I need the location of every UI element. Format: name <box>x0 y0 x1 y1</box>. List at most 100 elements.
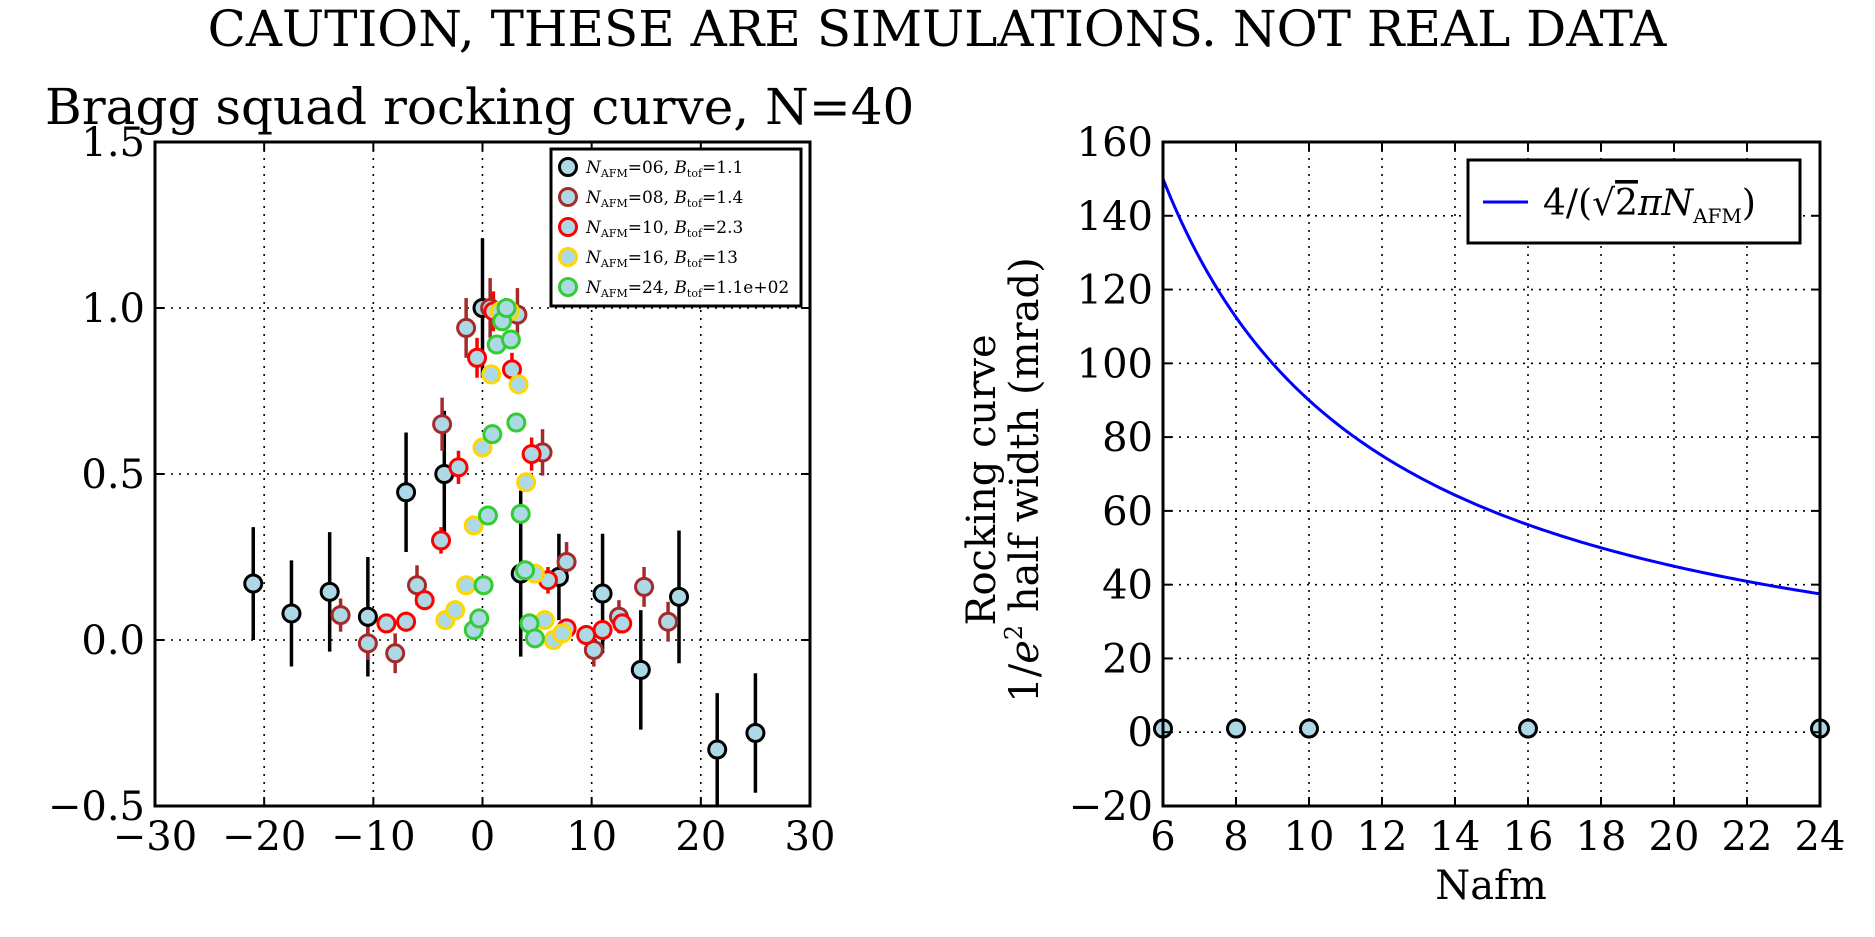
data-point <box>472 437 493 458</box>
left-axes <box>153 140 812 808</box>
right-data-points <box>1153 718 1830 739</box>
data-point <box>481 364 502 385</box>
data-point <box>431 530 452 551</box>
data-point <box>634 576 655 597</box>
legend-marker <box>558 277 578 297</box>
data-point <box>467 347 488 368</box>
data-point <box>330 605 351 626</box>
y-tick-label: 120 <box>1077 268 1153 314</box>
x-tick-label: −20 <box>222 814 306 860</box>
right-model-line <box>1161 178 1821 596</box>
data-point <box>456 575 477 596</box>
data-point <box>576 625 597 646</box>
data-point <box>500 329 521 350</box>
data-point <box>473 575 494 596</box>
legend-entry-label: NAFM=24, Btof=1.1e+02 <box>585 278 789 300</box>
legend-entry-label: NAFM=06, Btof=1.1 <box>585 158 743 180</box>
x-tick-label: 8 <box>1223 814 1248 860</box>
data-point <box>385 643 406 664</box>
model-curve <box>1161 178 1821 596</box>
y-tick-label: 0.0 <box>81 618 145 664</box>
y-tick-label: 0.5 <box>81 452 145 498</box>
y-tick-label: 80 <box>1102 415 1153 461</box>
y-tick-label: −20 <box>1069 784 1153 830</box>
data-point <box>1299 718 1319 739</box>
rocking-curve-chart: Bragg squad rocking curve, N=40 −30 −20 −1… <box>45 78 914 860</box>
y-tick-label: 40 <box>1102 563 1153 609</box>
legend-marker <box>558 187 578 207</box>
data-point <box>357 633 378 654</box>
x-tick-label: 30 <box>785 814 836 860</box>
data-point <box>1518 718 1538 739</box>
y-tick-label: 140 <box>1077 194 1153 240</box>
y-tick-label: 160 <box>1077 120 1153 166</box>
legend-entry-label: NAFM=16, Btof=13 <box>585 248 738 270</box>
data-point <box>448 457 469 478</box>
x-tick-label: 22 <box>1722 814 1773 860</box>
data-point <box>1226 718 1246 739</box>
data-point <box>745 722 766 743</box>
legend-entry-label: NAFM=08, Btof=1.4 <box>585 188 743 210</box>
data-point <box>243 573 264 594</box>
right-xlabel: Nafm <box>1435 863 1547 909</box>
data-point <box>357 606 378 627</box>
x-tick-label: 24 <box>1795 814 1846 860</box>
x-tick-label: 12 <box>1357 814 1408 860</box>
data-point <box>376 613 397 634</box>
data-point <box>707 739 728 760</box>
figure-suptitle: CAUTION, THESE ARE SIMULATIONS. NOT REAL… <box>208 0 1668 58</box>
y-tick-label: 60 <box>1102 489 1153 535</box>
right-ylabel-line1: Rocking curve <box>959 334 1005 625</box>
y-tick-label: 0 <box>1128 710 1153 756</box>
right-ylabel-line2: 1/e2 half width (mrad) <box>1000 257 1048 702</box>
legend-entry-label: NAFM=10, Btof=2.3 <box>585 218 743 240</box>
data-point <box>414 590 435 611</box>
x-tick-label: 20 <box>675 814 726 860</box>
x-tick-label: 14 <box>1430 814 1481 860</box>
y-tick-label: 100 <box>1077 341 1153 387</box>
data-point <box>592 583 613 604</box>
legend-marker <box>558 217 578 237</box>
x-tick-label: 0 <box>470 814 495 860</box>
left-data-points <box>243 298 766 760</box>
data-point <box>658 611 679 632</box>
y-tick-label: 1.5 <box>81 120 145 166</box>
data-point <box>592 620 613 641</box>
right-tick-labels: 6 8 10 12 14 16 18 20 22 24 −20 0 20 40 60 80 100 120 140 1… <box>1069 120 1846 860</box>
x-tick-label: 16 <box>1503 814 1554 860</box>
left-legend: NAFM=06, Btof=1.1 NAFM=08, Btof=1.4 NAFM=1… <box>549 147 803 308</box>
legend-marker <box>558 157 578 177</box>
data-point <box>396 611 417 632</box>
data-point <box>521 444 542 465</box>
data-point <box>556 551 577 572</box>
half-width-chart: 6 8 10 12 14 16 18 20 22 24 −20 0 20 40 60 80 100 120 140 1… <box>959 120 1845 909</box>
y-tick-label: −0.5 <box>48 784 145 830</box>
y-tick-label: 1.0 <box>81 286 145 332</box>
left-tick-labels: −30 −20 −10 0 10 20 30 −0.5 0.0 0.5 1.0 1.5 <box>48 120 836 860</box>
x-tick-label: −30 <box>113 814 197 860</box>
data-point <box>445 600 466 621</box>
x-tick-label: 10 <box>1284 814 1335 860</box>
x-tick-label: 6 <box>1150 814 1175 860</box>
data-point <box>396 482 417 503</box>
data-point <box>432 414 453 435</box>
right-ylabel: Rocking curve 1/e2 half width (mrad) <box>959 257 1048 702</box>
left-grid <box>155 142 810 806</box>
data-point <box>477 505 498 526</box>
data-point <box>508 374 529 395</box>
data-point <box>496 298 517 318</box>
y-tick-label: 20 <box>1102 636 1153 682</box>
x-tick-label: −10 <box>331 814 415 860</box>
data-point <box>456 317 477 338</box>
data-point <box>482 424 503 445</box>
data-point <box>524 628 545 649</box>
x-tick-label: 20 <box>1649 814 1700 860</box>
data-point <box>463 515 484 536</box>
data-point <box>515 560 536 581</box>
legend-box <box>549 147 803 308</box>
legend-marker <box>558 247 578 267</box>
data-point <box>516 472 537 493</box>
legend-entry-label: 4/(√2πNAFM) <box>1543 183 1756 228</box>
data-point <box>669 586 689 607</box>
x-tick-label: 10 <box>566 814 617 860</box>
